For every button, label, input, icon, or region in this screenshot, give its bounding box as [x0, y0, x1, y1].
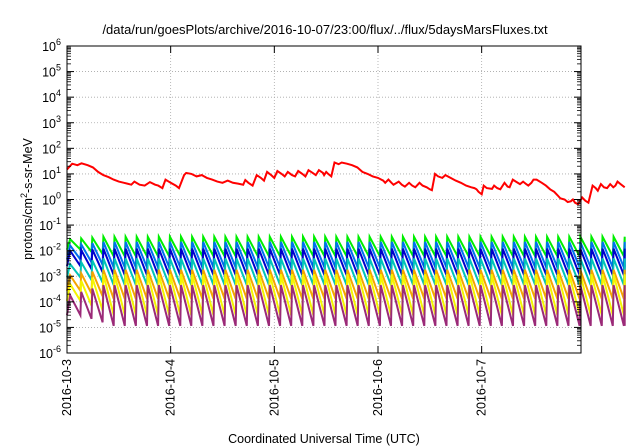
plot-frame [66, 45, 582, 354]
series-line-8 [66, 284, 626, 327]
y-tick-labels: 106 105 104 103 102 101 100 10-1 10-2 10-3 10-4 10-… [39, 37, 61, 361]
series-line-6 [66, 269, 626, 300]
y-tick-label: 103 [42, 114, 61, 131]
y-tick-label: 10-6 [39, 344, 61, 361]
y-tick-label: 10-3 [39, 267, 61, 284]
y-tick-label: 10-4 [39, 293, 61, 310]
series-line-3 [66, 240, 626, 268]
y-tick-label: 10-2 [39, 242, 61, 259]
y-tick-label: 10-5 [39, 318, 61, 335]
series-line-7 [66, 273, 626, 316]
x-axis-label: Coordinated Universal Time (UTC) [228, 432, 420, 446]
y-tick-label: 10-1 [39, 216, 61, 233]
y-tick-label: 105 [42, 63, 61, 80]
y-axis-label: protons/cm2-s-sr-MeV [19, 137, 35, 259]
y-tick-label: 102 [42, 139, 61, 156]
x-tick-label: 2016-10-4 [164, 359, 178, 416]
x-tick-label: 2016-10-6 [371, 359, 385, 416]
chart-title: /data/run/goesPlots/archive/2016-10-07/2… [102, 22, 548, 37]
y-tick-label: 104 [42, 88, 61, 105]
x-tick-label: 2016-10-5 [267, 359, 281, 416]
data-series [66, 161, 626, 327]
y-tick-label: 101 [42, 165, 61, 182]
x-tick-labels: 2016-10-3 2016-10-4 2016-10-5 2016-10-6 2016… [60, 359, 489, 416]
y-tick-label: 106 [42, 37, 61, 54]
y-tick-label: 100 [42, 191, 61, 208]
series-line-5 [66, 258, 626, 286]
x-tick-label: 2016-10-7 [475, 359, 489, 416]
series-line-1 [66, 161, 626, 206]
x-tick-label: 2016-10-3 [60, 359, 74, 416]
series-line-2 [66, 232, 626, 261]
series-line-4 [66, 246, 626, 276]
